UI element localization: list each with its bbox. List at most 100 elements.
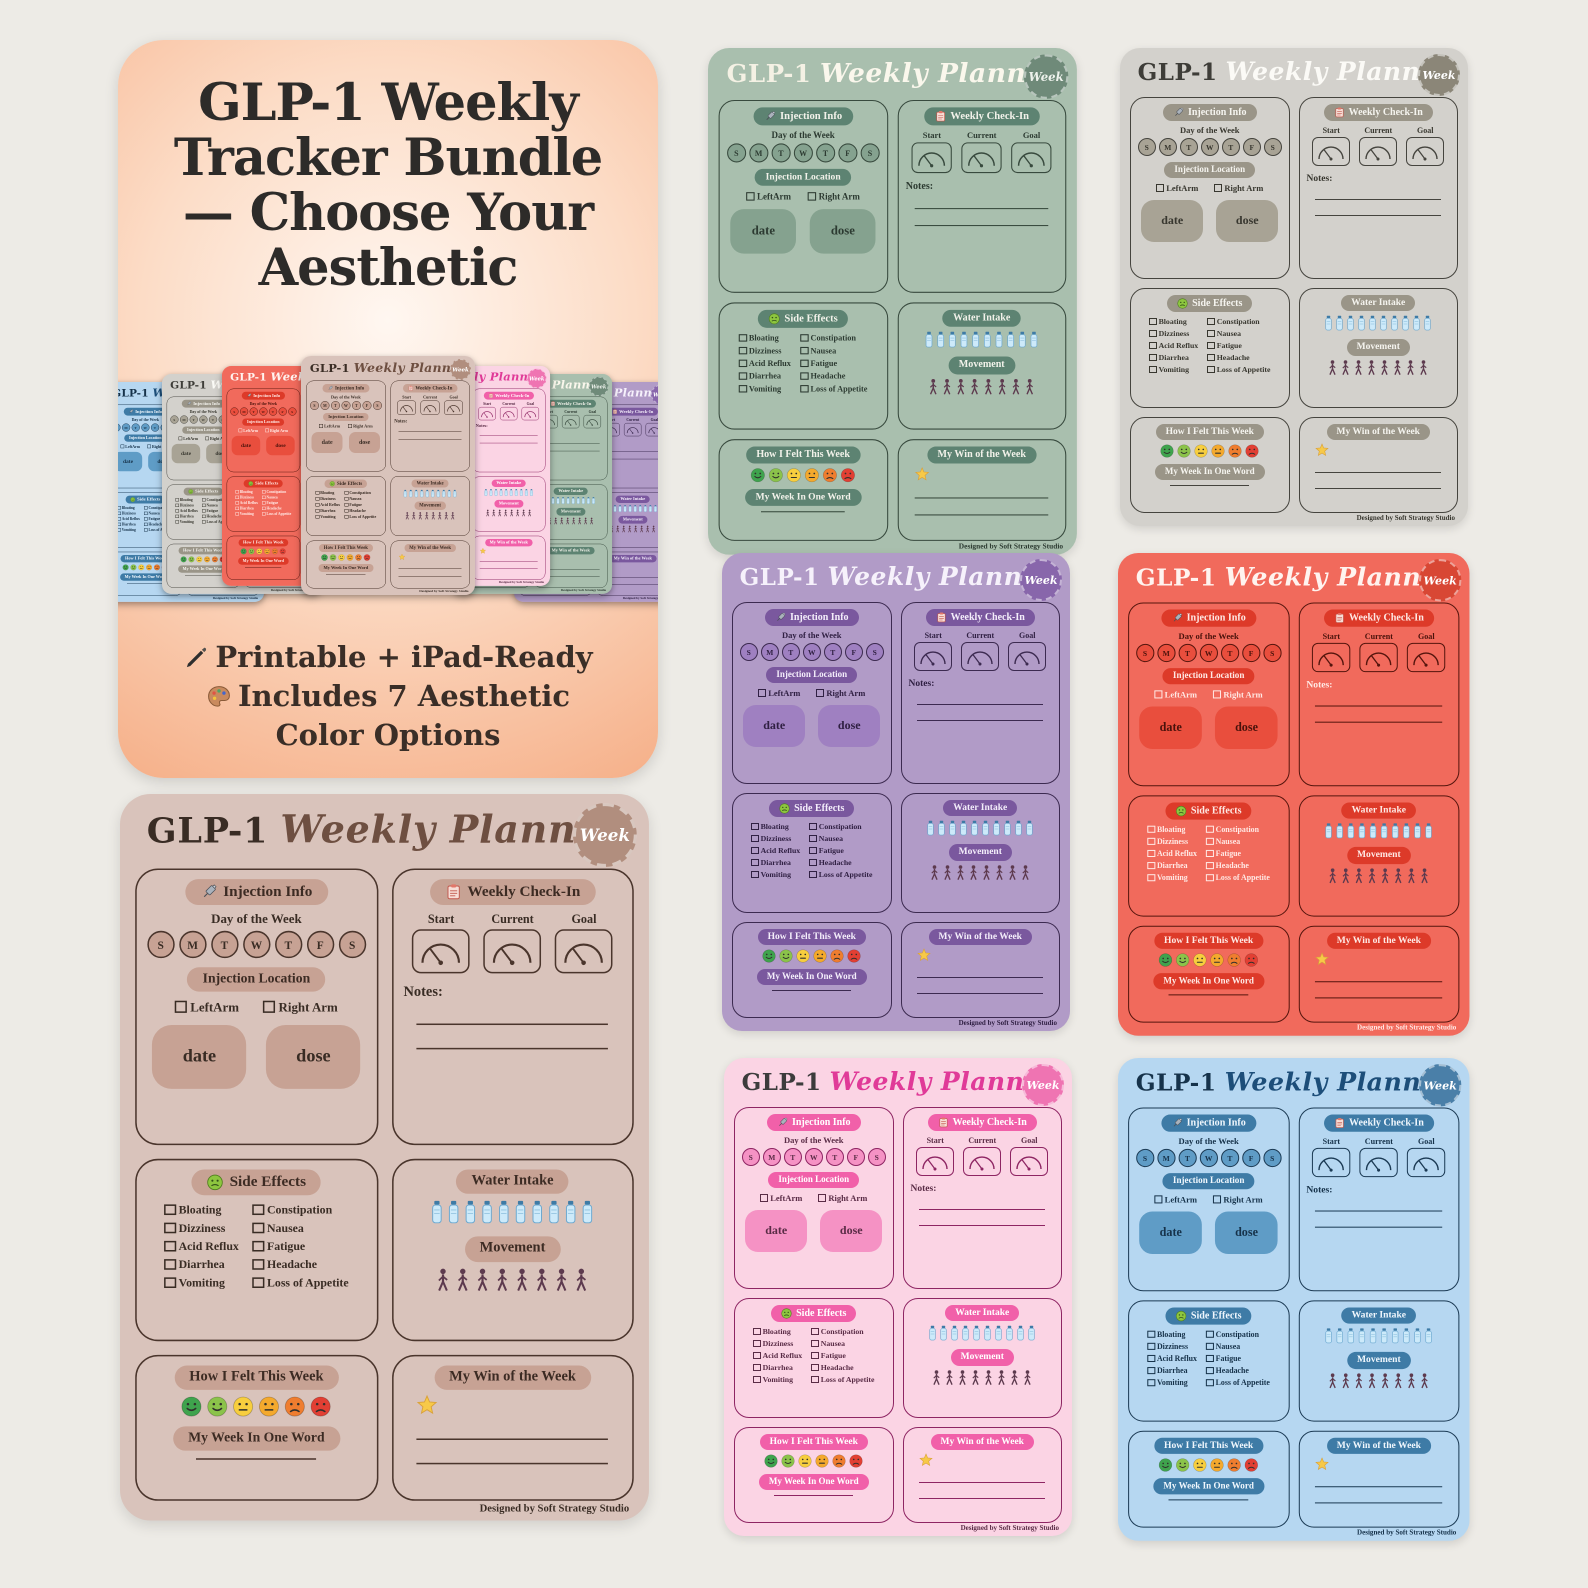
walking-person-icon (1329, 868, 1337, 883)
gauge-icon (918, 152, 946, 168)
weekly-checkin-header: Weekly Check-In (429, 879, 596, 905)
feelings-panel: How I Felt This Week My Week In One Word (118, 551, 182, 596)
write-line (914, 225, 1049, 227)
walking-person-icon (497, 1268, 508, 1291)
smiley-face-icon (832, 1454, 846, 1468)
walking-person-icon (930, 378, 937, 395)
sick-face-icon (248, 481, 254, 486)
checkin-column-label: Goal (1417, 1136, 1435, 1146)
side-effect-label: Fatigue (1216, 341, 1242, 350)
win-title: My Win of the Week (551, 548, 590, 553)
checkbox (235, 512, 239, 516)
one-word-header: My Week In One Word (1153, 1478, 1265, 1495)
checkbox (1206, 1366, 1214, 1375)
side-effect-item: Vomiting (118, 528, 140, 532)
syringe-icon (1175, 107, 1184, 116)
credit-line: Designed by Soft Strategy Studio (958, 541, 1064, 551)
walking-person-icon (957, 378, 965, 395)
gauge-box (1359, 1147, 1399, 1178)
side-effects-header: Side Effects (125, 495, 165, 504)
smiley-face-icon (805, 468, 820, 483)
side-effects-title: Side Effects (1192, 298, 1243, 309)
dose-box: dose (1216, 199, 1279, 242)
weekly-checkin-title: Weekly Check-In (950, 612, 1025, 623)
side-effect-label: Acid Reflux (1158, 341, 1199, 350)
right-arm-label: Right Arm (269, 427, 288, 433)
weekly-checkin-title: Weekly Check-In (467, 883, 581, 901)
checkin-column: Goal (1407, 632, 1446, 673)
checkbox (1147, 1354, 1155, 1363)
weekly-checkin-title: Weekly Check-In (1348, 612, 1424, 624)
walking-person-icon (1395, 1373, 1402, 1388)
side-effect-label: Nausea (1216, 329, 1241, 338)
feelings-header: How I Felt This Week (757, 929, 866, 946)
planner-title-glp1: GLP-1 (1135, 564, 1217, 592)
walking-person-icon (646, 525, 650, 533)
water-bottle-icon (613, 505, 617, 513)
walking-person-icon (1368, 359, 1375, 375)
planner-title-glp1: GLP-1 (1135, 1069, 1217, 1097)
day-of-week-label: Day of the Week (771, 129, 835, 141)
planner-wrap-sage: Week GLP-1 Weekly Planner Injection Info … (708, 48, 1077, 555)
smiley-face-icon (138, 564, 145, 571)
side-effect-item: Fatigue (1206, 1354, 1270, 1363)
checkin-column-label: Goal (1019, 631, 1036, 640)
day-circle: S (1263, 643, 1282, 663)
injection-info-header: Injection Info (123, 407, 167, 416)
smiley-face-icon (1176, 953, 1190, 968)
side-effect-label: Bloating (178, 1202, 222, 1217)
water-bottle-icon (984, 332, 991, 348)
day-circle: F (306, 930, 334, 959)
feelings-panel: How I Felt This Week My Week In One Word (718, 439, 888, 541)
date-dose-row: date dose (231, 435, 295, 456)
water-bottle-icon (1369, 316, 1376, 331)
weekly-checkin-title: Weekly Check-In (495, 393, 530, 399)
smiley-face-icon (1159, 953, 1173, 968)
water-intake-title: Water Intake (471, 1174, 554, 1190)
checkbox (818, 1193, 827, 1202)
feelings-header: How I Felt This Week (1155, 424, 1264, 441)
water-bottle-icon (982, 821, 989, 836)
side-effects-title: Side Effects (229, 1174, 307, 1191)
water-bottle-icon (1015, 821, 1022, 836)
checkbox (1206, 873, 1214, 882)
side-effect-item: Vomiting (235, 512, 258, 516)
walking-person-icon (1395, 868, 1402, 883)
walking-person-icon (1420, 359, 1427, 375)
side-effect-label: Loss of Appetite (266, 1275, 349, 1290)
day-circle: S (1263, 138, 1282, 156)
water-bottle-icon (927, 821, 934, 836)
walking-person-icon (1355, 1373, 1363, 1388)
side-effect-label: Acid Reflux (762, 1351, 803, 1360)
gauge-icon (648, 427, 658, 434)
movement-figures-row (405, 511, 456, 520)
gauge-icon (1318, 146, 1344, 161)
side-effect-item: Fatigue (144, 517, 173, 521)
gauge-icon (564, 943, 604, 966)
side-effect-label: Acid Reflux (178, 1239, 239, 1254)
credit-line: Designed by Soft Strategy Studio (212, 596, 259, 601)
checkin-column-label: Current (423, 395, 438, 400)
planner-title-glp1: GLP-1 (739, 564, 820, 591)
water-bottle-icon (623, 505, 627, 513)
checkin-column: Start (1312, 632, 1351, 673)
water-bottle-icon (1370, 823, 1377, 839)
smiley-face-icon (363, 554, 371, 561)
day-circle: F (1241, 643, 1261, 663)
checkin-column-label: Current (1364, 126, 1393, 135)
left-arm-option: LeftArm (746, 191, 791, 201)
smiley-face-icon (1193, 953, 1207, 968)
checkbox (238, 428, 243, 433)
day-circle: M (121, 423, 131, 432)
water-bottle-icon (1425, 1328, 1432, 1344)
checkbox (164, 1240, 176, 1252)
walking-person-icon (1394, 359, 1401, 375)
walking-person-icon (478, 1268, 488, 1291)
movement-figures-row (931, 1369, 1033, 1386)
day-circle: W (1199, 1148, 1218, 1168)
week-badge: Week (589, 376, 609, 397)
